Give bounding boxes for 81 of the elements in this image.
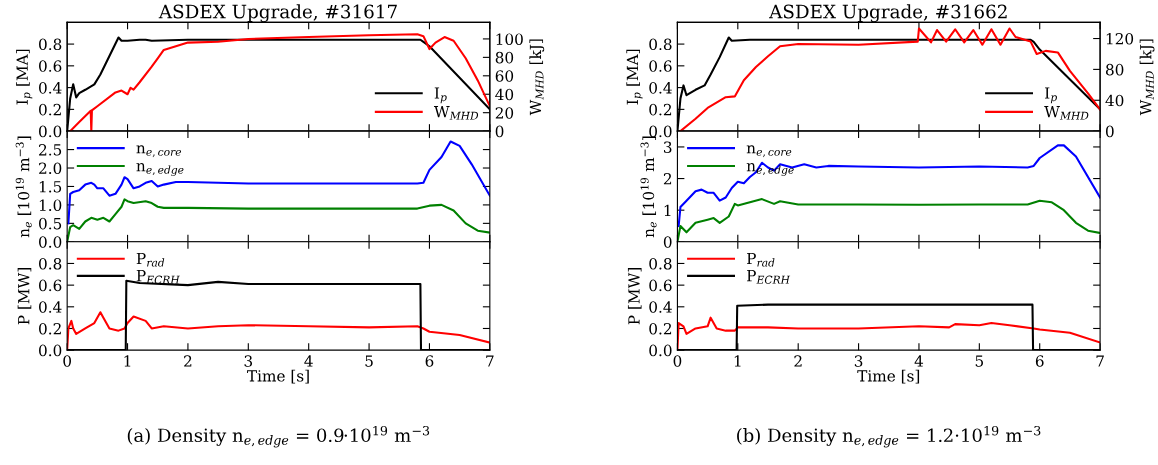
- y-axis-title: n$_{e}$ [10$^{19}$ m$^{−3}$]: [640, 136, 657, 238]
- y-tick-label: 2.0: [39, 162, 62, 175]
- y-axis-title: P [MW]: [17, 268, 32, 325]
- text: (b) Density n$_{e,edge}$ = 1.2·10$^{19}$ m$^{−3}$: [737, 425, 1041, 448]
- x-tick-label: 3: [854, 355, 863, 367]
- legend-label: n$_{e,edge}$: [136, 163, 184, 176]
- legend-label: W$_{MHD}$: [1044, 106, 1089, 120]
- x-tick-label: 6: [425, 355, 434, 367]
- y-tick-label: 0.8: [39, 257, 62, 270]
- legend-label: W$_{MHD}$: [433, 106, 479, 120]
- y-tick-label: 1: [664, 204, 671, 216]
- y2-tick-label: 120: [1106, 32, 1134, 45]
- y2-tick-label: 20: [495, 107, 514, 119]
- x-tick-label: 3: [244, 355, 253, 367]
- y-tick-label: 0.2: [39, 322, 61, 335]
- y-tick-label: 0.4: [649, 301, 672, 313]
- x-tick-label: 2: [794, 355, 802, 367]
- x-tick-label: 0: [63, 355, 72, 367]
- y2-tick-label: 80: [495, 51, 514, 64]
- legend-label: P$_{ECRH}$: [747, 270, 791, 284]
- y-axis-title: P [MW]: [627, 268, 642, 325]
- x-axis-title: Time [s]: [857, 369, 920, 384]
- y-tick-label: 0.4: [39, 82, 62, 94]
- chart-title: ASDEX Upgrade, #31617: [158, 4, 397, 23]
- y-tick-label: 0.8: [649, 257, 672, 270]
- y-tick-label: 2.5: [39, 144, 62, 156]
- y2-tick-label: 80: [1105, 63, 1124, 76]
- y-tick-label: 0.6: [649, 279, 672, 292]
- y-tick-label: 0.6: [39, 60, 62, 72]
- y-tick-label: 0.6: [649, 60, 672, 72]
- y-tick-label: 0.5: [39, 217, 62, 230]
- text: (a) Density n$_{e,edge}$ = 0.9·10$^{19}$ m$^{−3}$: [127, 425, 430, 448]
- legend-label: I$_{p}$: [1045, 87, 1057, 104]
- x-tick-label: 1: [734, 355, 741, 367]
- y-tick-label: 0.8: [649, 38, 672, 51]
- y2-axis-title: W$_{MHD}$ [kJ]: [1139, 39, 1155, 116]
- y2-tick-label: 0: [1105, 125, 1114, 138]
- legend-label: n$_{e,edge}$: [746, 163, 794, 176]
- y-tick-label: 0.2: [649, 103, 672, 116]
- y2-tick-label: 60: [495, 70, 514, 82]
- y-axis-title: I$_{p}$ [MA]: [16, 49, 33, 105]
- x-tick-label: 7: [1096, 355, 1104, 367]
- legend-label: P$_{rad}$: [136, 252, 165, 267]
- y-tick-label: 0.4: [39, 301, 62, 313]
- y-axis-title: n$_{e}$ [10$^{19}$ m$^{−3}$]: [15, 136, 32, 238]
- y-tick-label: 0.6: [39, 279, 62, 292]
- x-tick-label: 6: [1035, 355, 1044, 367]
- x-tick-label: 5: [975, 355, 984, 367]
- y2-tick-label: 100: [496, 33, 523, 45]
- y-axis-title: I$_{p}$ [MA]: [626, 49, 643, 105]
- x-tick-label: 5: [365, 355, 373, 367]
- y-tick-label: 0.2: [39, 103, 61, 116]
- y2-tick-label: 40: [495, 88, 514, 101]
- y-tick-label: 1.0: [39, 199, 62, 211]
- y-tick-label: 0.0: [649, 344, 672, 357]
- y-tick-label: 2: [663, 173, 672, 185]
- x-tick-label: 4: [304, 355, 313, 367]
- y-tick-label: 0.0: [39, 344, 62, 357]
- legend-label: I$_{p}$: [434, 87, 447, 104]
- chart-title: ASDEX Upgrade, #31662: [769, 4, 1007, 23]
- y2-tick-label: 0: [495, 125, 504, 138]
- y2-axis-title: W$_{MHD}$ [kJ]: [529, 39, 545, 116]
- y2-tick-label: 40: [1105, 94, 1124, 107]
- legend-label: P$_{rad}$: [747, 252, 775, 267]
- y-tick-label: 0.8: [39, 38, 62, 51]
- y-tick-label: 0.4: [649, 82, 672, 94]
- x-tick-label: 7: [486, 355, 494, 367]
- y-tick-label: 1.5: [39, 180, 62, 193]
- y-tick-label: 0: [663, 236, 672, 248]
- x-tick-label: 0: [673, 355, 682, 367]
- y-tick-label: 3: [664, 141, 672, 153]
- legend-label: n$_{e,core}$: [136, 145, 182, 158]
- x-tick-label: 1: [124, 355, 131, 367]
- x-axis-title: Time [s]: [247, 369, 309, 384]
- x-tick-label: 2: [184, 355, 192, 367]
- y-tick-label: 0.0: [39, 125, 62, 138]
- y-tick-label: 0.2: [649, 322, 672, 335]
- y-tick-label: 0.0: [39, 236, 62, 248]
- x-tick-label: 4: [914, 355, 924, 367]
- legend-label: n$_{e,core}$: [746, 145, 792, 158]
- y-tick-label: 0.0: [649, 125, 672, 138]
